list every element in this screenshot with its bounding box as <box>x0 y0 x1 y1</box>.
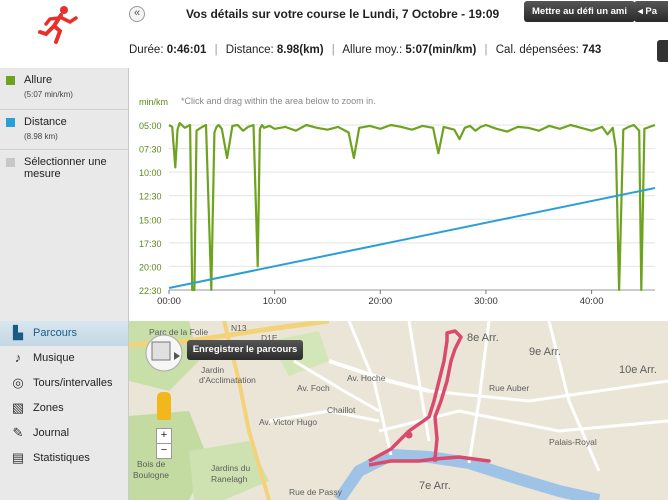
map-pan-control[interactable] <box>144 332 184 374</box>
measure-sub: (8.98 km) <box>24 132 58 141</box>
y-tick-label: 05:00 <box>139 121 162 131</box>
zones-icon: ▧ <box>11 400 25 415</box>
route-marker <box>432 456 438 462</box>
header-bar: « Vos détails sur votre course le Lundi,… <box>0 0 668 69</box>
nav-musique[interactable]: ♪ Musique <box>0 346 128 371</box>
pace-distance-chart[interactable]: min/km *Click and drag within the area b… <box>129 68 668 321</box>
road-label: N13 <box>231 323 247 333</box>
y-tick-label: 12:30 <box>139 192 162 202</box>
nav-label: Statistiques <box>33 452 90 464</box>
route-map[interactable]: Parc de la Folie Jardin d'Acclimatation … <box>129 321 668 500</box>
back-button[interactable]: « <box>129 6 145 22</box>
map-label: Av. Foch <box>297 383 330 393</box>
y-tick-label: 22:30 <box>139 286 162 296</box>
map-label: Chaillot <box>327 405 356 415</box>
map-label: Bois de <box>137 459 166 469</box>
map-label: Jardins du <box>211 463 250 473</box>
street-view-pegman-icon[interactable] <box>157 392 171 420</box>
share-icon: ◂ <box>638 6 646 17</box>
nav-label: Parcours <box>33 327 78 339</box>
pace-value: 5:07(min/km) <box>405 44 477 56</box>
y-axis-unit: min/km <box>139 97 168 107</box>
nav-zones[interactable]: ▧ Zones <box>0 396 128 421</box>
nav-label: Zones <box>33 402 64 414</box>
zoom-in-button[interactable]: + <box>156 428 172 444</box>
x-tick-label: 30:00 <box>474 296 498 307</box>
x-tick-label: 40:00 <box>580 296 604 307</box>
map-label: d'Acclimatation <box>199 375 256 385</box>
map-label: Parc de la Folie <box>149 327 208 337</box>
distance-value: 8.98(km) <box>276 44 324 56</box>
map-canvas[interactable]: Parc de la Folie Jardin d'Acclimatation … <box>129 321 668 500</box>
measure-select[interactable]: Sélectionner une mesure <box>0 150 128 190</box>
calories-label: Cal. dépensées: <box>495 44 583 56</box>
share-button[interactable]: ◂ Pa <box>634 1 668 22</box>
y-tick-label: 20:00 <box>139 262 162 272</box>
map-label: Palais-Royal <box>549 437 597 447</box>
share-label: Pa <box>645 6 658 17</box>
options-button[interactable] <box>657 40 668 62</box>
music-note-icon: ♪ <box>14 350 22 365</box>
x-tick-label: 20:00 <box>368 296 392 307</box>
measure-name: Sélectionner une mesure <box>24 156 107 180</box>
route-marker <box>405 431 413 439</box>
journal-icon: ✎ <box>12 425 24 440</box>
nav-journal[interactable]: ✎ Journal <box>0 421 128 446</box>
run-stats: Durée: 0:46:01 | Distance: 8.98(km) | Al… <box>129 44 602 56</box>
statistics-icon: ▤ <box>11 450 25 465</box>
nav-tours[interactable]: ◎ Tours/intervalles <box>0 371 128 396</box>
map-label: Rue de Passy <box>289 487 343 497</box>
map-label: Ranelagh <box>211 474 248 484</box>
distance-swatch <box>6 118 15 127</box>
duration-value: 0:46:01 <box>166 44 207 56</box>
measure-name: Distance <box>24 116 67 128</box>
duration-label: Durée: <box>129 44 167 56</box>
series-line-allure <box>168 122 656 292</box>
chart-canvas[interactable]: min/km *Click and drag within the area b… <box>129 68 668 321</box>
y-tick-label: 15:00 <box>139 215 162 225</box>
route-icon: ▙ <box>13 325 23 340</box>
nav-statistiques[interactable]: ▤ Statistiques <box>0 446 128 471</box>
select-swatch <box>6 158 15 167</box>
save-route-button[interactable]: Enregistrer le parcours <box>187 340 303 360</box>
y-tick-label: 17:30 <box>139 239 162 249</box>
nav-label: Journal <box>33 427 70 439</box>
laps-icon: ◎ <box>12 375 24 390</box>
map-label: Av. Hoche <box>347 373 386 383</box>
measure-distance[interactable]: Distance (8.98 km) <box>0 110 128 150</box>
page-title: Vos détails sur votre course le Lundi, 7… <box>186 7 500 21</box>
map-label: Boulogne <box>133 470 169 480</box>
measure-allure[interactable]: Allure (5:07 min/km) <box>0 68 128 110</box>
x-tick-label: 00:00 <box>157 296 181 307</box>
distance-label: Distance: <box>225 44 277 56</box>
measure-sub: (5:07 min/km) <box>24 90 73 99</box>
map-label: Jardin <box>201 365 224 375</box>
map-label: Rue Auber <box>489 383 529 393</box>
nav-parcours[interactable]: ▙ Parcours <box>0 321 128 346</box>
pace-label: Allure moy.: <box>342 44 406 56</box>
series-line-distance <box>168 187 656 289</box>
district-label: 9e Arr. <box>529 346 561 358</box>
x-tick-label: 10:00 <box>263 296 287 307</box>
nav-label: Musique <box>33 352 75 364</box>
zoom-out-button[interactable]: − <box>156 443 172 459</box>
zoom-hint: *Click and drag within the area below to… <box>181 96 376 106</box>
calories-value: 743 <box>582 44 602 56</box>
road-label: D1E <box>261 333 278 343</box>
runner-logo-icon <box>38 6 78 44</box>
district-label: 7e Arr. <box>419 480 451 492</box>
sidebar: Allure (5:07 min/km) Distance (8.98 km) … <box>0 68 129 500</box>
district-label: 10e Arr. <box>619 364 657 376</box>
measure-name: Allure <box>24 74 53 86</box>
allure-swatch <box>6 76 15 85</box>
y-tick-label: 07:30 <box>139 145 162 155</box>
route-line <box>368 329 491 467</box>
y-tick-label: 10:00 <box>139 168 162 178</box>
map-label: Av. Victor Hugo <box>259 417 317 427</box>
district-label: 8e Arr. <box>467 332 499 344</box>
nav-label: Tours/intervalles <box>33 377 113 389</box>
challenge-friend-button[interactable]: Mettre au défi un ami <box>524 1 636 22</box>
